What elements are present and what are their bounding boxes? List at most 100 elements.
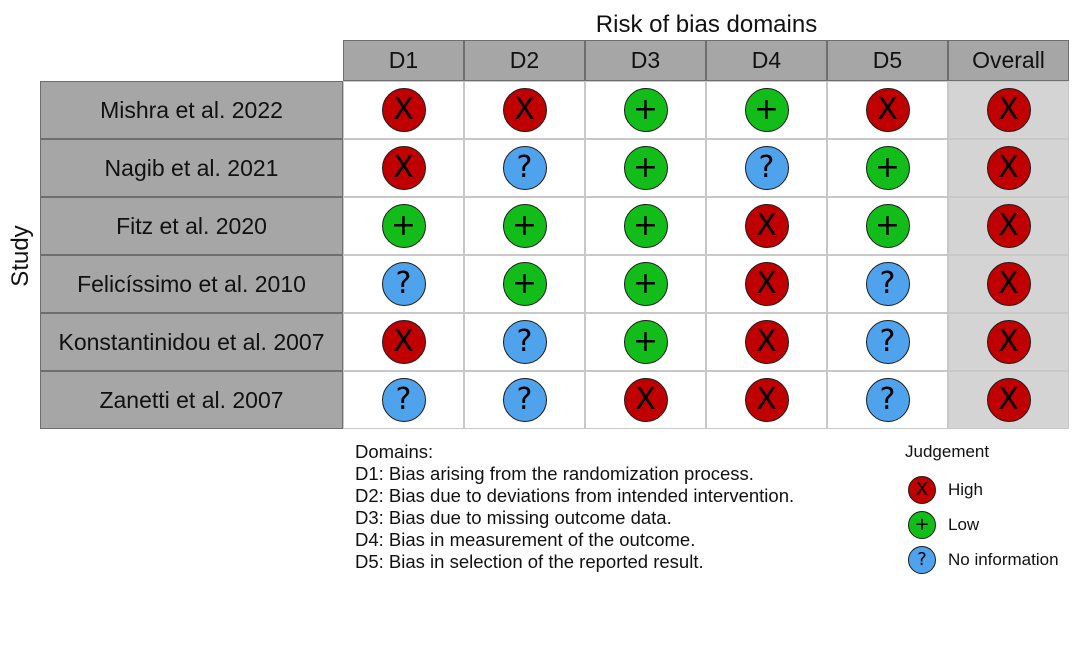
judgement-low-marker: + — [381, 204, 426, 248]
judgement-cell-d2: X — [464, 81, 585, 139]
study-label: Konstantinidou et al. 2007 — [40, 313, 343, 371]
judgement-high-marker: X — [986, 262, 1031, 306]
judgement-low-marker: + — [623, 204, 668, 248]
legend-item-high: X High — [905, 472, 1059, 507]
judgement-no-information-marker: ? — [502, 320, 547, 364]
judgement-no-information-marker: ? — [865, 262, 910, 306]
judgement-cell-d4: ? — [706, 139, 827, 197]
column-header-d5: D5 — [827, 40, 948, 81]
judgement-cell-d4: X — [706, 313, 827, 371]
risk-of-bias-table: D1 D2 D3 D4 D5 Overall Mishra et al. 2022 X X + + X… — [40, 40, 1069, 429]
judgement-cell-overall: X — [948, 313, 1069, 371]
judgement-high-marker: X — [744, 320, 789, 364]
judgement-cell-d5: ? — [827, 255, 948, 313]
chart-title: Risk of bias domains — [595, 11, 818, 38]
judgement-low-marker: + — [623, 88, 668, 132]
judgement-low-marker: + — [623, 146, 668, 190]
judgement-high-marker: X — [986, 378, 1031, 422]
domain-description-d4: D4: Bias in measurement of the outcome. — [355, 529, 696, 550]
judgement-cell-overall: X — [948, 81, 1069, 139]
judgement-high-marker: X — [502, 88, 547, 132]
legend-high-marker: X — [908, 475, 936, 504]
column-header-d1: D1 — [343, 40, 464, 81]
judgement-cell-d2: ? — [464, 313, 585, 371]
judgement-low-marker: + — [502, 262, 547, 306]
judgement-cell-d2: ? — [464, 139, 585, 197]
judgement-high-marker: X — [744, 262, 789, 306]
judgement-low-marker: + — [865, 146, 910, 190]
judgement-cell-d4: X — [706, 255, 827, 313]
judgement-cell-d2: + — [464, 197, 585, 255]
judgement-cell-d1: + — [343, 197, 464, 255]
judgement-no-information-marker: ? — [865, 320, 910, 364]
judgement-cell-d5: + — [827, 197, 948, 255]
judgement-high-marker: X — [986, 146, 1031, 190]
judgement-high-marker: X — [381, 146, 426, 190]
judgement-cell-d1: ? — [343, 371, 464, 429]
judgement-cell-d5: ? — [827, 371, 948, 429]
judgement-no-information-marker: ? — [381, 262, 426, 306]
judgement-cell-d5: X — [827, 81, 948, 139]
domain-description-d3: D3: Bias due to missing outcome data. — [355, 507, 672, 528]
legend-item-no-information: ? No information — [905, 542, 1059, 577]
judgement-high-marker: X — [623, 378, 668, 422]
judgement-no-information-marker: ? — [502, 146, 547, 190]
judgement-cell-d3: X — [585, 371, 706, 429]
judgement-no-information-marker: ? — [381, 378, 426, 422]
judgement-no-information-marker: ? — [865, 378, 910, 422]
judgement-cell-d3: + — [585, 313, 706, 371]
judgement-cell-d4: + — [706, 81, 827, 139]
column-header-d2: D2 — [464, 40, 585, 81]
domain-description-d1: D1: Bias arising from the randomization … — [355, 463, 754, 484]
judgement-low-marker: + — [623, 262, 668, 306]
legend-no-information-marker: ? — [908, 545, 936, 574]
domains-legend: Domains: D1: Bias arising from the rando… — [355, 441, 794, 573]
judgement-high-marker: X — [381, 320, 426, 364]
judgement-low-marker: + — [744, 88, 789, 132]
judgement-cell-d4: X — [706, 197, 827, 255]
judgement-cell-d1: X — [343, 139, 464, 197]
study-label: Felicíssimo et al. 2010 — [40, 255, 343, 313]
judgement-high-marker: X — [986, 320, 1031, 364]
domains-legend-title: Domains: — [355, 441, 434, 462]
legend-label: No information — [948, 549, 1059, 569]
judgement-high-marker: X — [986, 204, 1031, 248]
judgement-cell-d3: + — [585, 81, 706, 139]
judgement-no-information-marker: ? — [502, 378, 547, 422]
legend-label: Low — [948, 514, 980, 534]
traffic-light-grid: D1 D2 D3 D4 D5 Overall Mishra et al. 2022 X X + + X… — [40, 40, 1069, 429]
domain-description-d2: D2: Bias due to deviations from intended… — [355, 485, 795, 506]
domain-description-d5: D5: Bias in selection of the reported re… — [355, 551, 704, 572]
grid-corner — [40, 40, 343, 81]
judgement-cell-d5: ? — [827, 313, 948, 371]
judgement-cell-d4: X — [706, 371, 827, 429]
judgement-high-marker: X — [744, 204, 789, 248]
legend-low-marker: + — [908, 510, 936, 539]
judgement-low-marker: + — [623, 320, 668, 364]
column-header-d4: D4 — [706, 40, 827, 81]
judgement-legend: Judgement X High + Low? No information — [905, 442, 1059, 577]
judgement-cell-overall: X — [948, 371, 1069, 429]
judgement-low-marker: + — [865, 204, 910, 248]
judgement-legend-items: X High + Low? No information — [905, 472, 1059, 577]
judgement-cell-d3: + — [585, 255, 706, 313]
column-header-overall: Overall — [948, 40, 1069, 81]
judgement-cell-d5: + — [827, 139, 948, 197]
judgement-cell-d3: + — [585, 139, 706, 197]
study-label: Mishra et al. 2022 — [40, 81, 343, 139]
judgement-high-marker: X — [865, 88, 910, 132]
legend-label: High — [948, 479, 983, 499]
study-label: Zanetti et al. 2007 — [40, 371, 343, 429]
judgement-high-marker: X — [744, 378, 789, 422]
judgement-cell-overall: X — [948, 139, 1069, 197]
column-header-d3: D3 — [585, 40, 706, 81]
judgement-high-marker: X — [986, 88, 1031, 132]
study-label: Nagib et al. 2021 — [40, 139, 343, 197]
judgement-high-marker: X — [381, 88, 426, 132]
judgement-no-information-marker: ? — [744, 146, 789, 190]
legend-item-low: + Low — [905, 507, 1059, 542]
judgement-cell-overall: X — [948, 197, 1069, 255]
judgement-cell-overall: X — [948, 255, 1069, 313]
y-axis-label: Study — [7, 225, 34, 287]
study-label: Fitz et al. 2020 — [40, 197, 343, 255]
